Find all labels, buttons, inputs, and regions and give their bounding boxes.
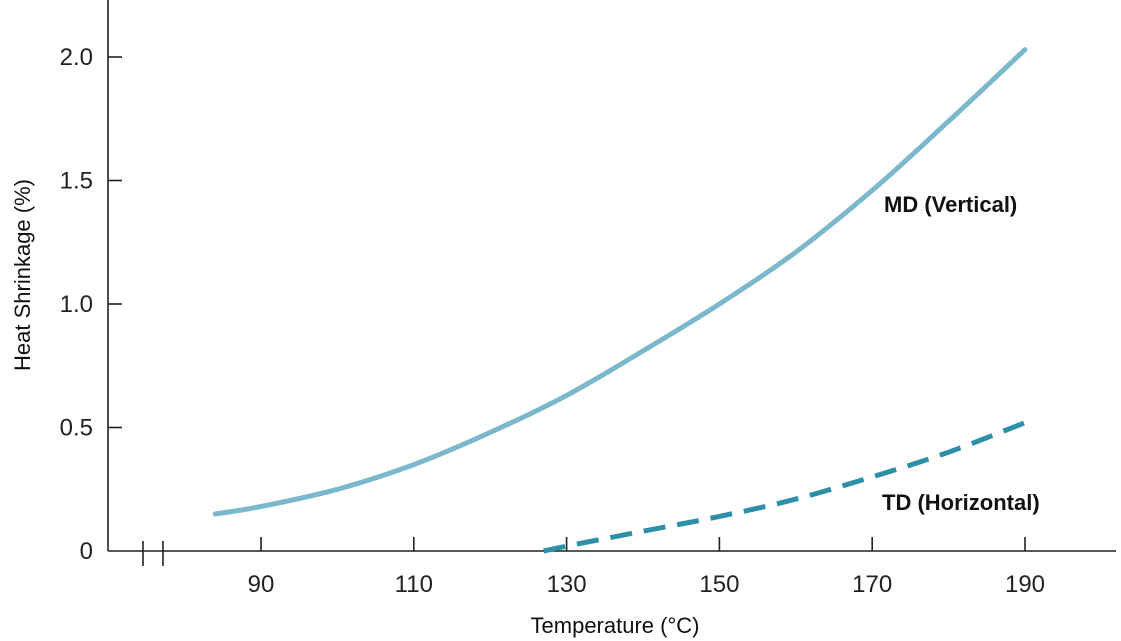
- y-tick-label: 1.0: [60, 291, 93, 318]
- axes: 0 0.5 1.0 1.5 2.0 90 110 130 150 170 190: [60, 0, 1116, 598]
- x-axis-title: Temperature (°C): [531, 613, 700, 638]
- chart-labels: MD (Vertical) TD (Horizontal): [882, 192, 1040, 515]
- series-label-td-horizontal: TD (Horizontal): [882, 490, 1040, 515]
- series-label-md-vertical: MD (Vertical): [884, 192, 1017, 217]
- x-tick-label: 150: [699, 571, 739, 598]
- series-lines: [212, 47, 1028, 554]
- x-tick-label: 190: [1005, 571, 1045, 598]
- x-tick-label: 90: [248, 571, 275, 598]
- series-line-td-horizontal: [543, 420, 1026, 554]
- y-tick-label: 2.0: [60, 44, 93, 71]
- x-tick-label: 130: [547, 571, 587, 598]
- y-tick-label: 0: [80, 538, 93, 565]
- series-line-md-vertical: [212, 47, 1028, 517]
- y-axis-title: Heat Shrinkage (%): [10, 179, 35, 371]
- y-tick-label: 1.5: [60, 168, 93, 195]
- x-tick-label: 110: [395, 571, 433, 598]
- y-tick-label: 0.5: [60, 415, 93, 442]
- x-tick-label: 170: [852, 571, 892, 598]
